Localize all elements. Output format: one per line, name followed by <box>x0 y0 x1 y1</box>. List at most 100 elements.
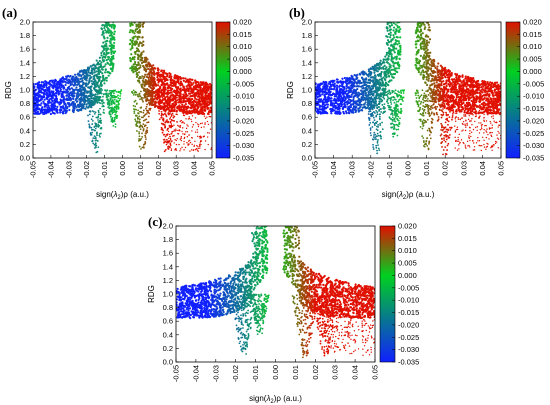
data-point <box>167 121 170 124</box>
data-point <box>183 100 187 103</box>
data-point <box>71 75 74 78</box>
data-point <box>165 143 168 146</box>
data-point <box>417 71 421 74</box>
data-point <box>432 71 435 74</box>
data-point <box>163 123 166 126</box>
data-point <box>90 76 93 79</box>
data-point <box>203 103 206 106</box>
data-point <box>139 64 142 67</box>
data-point <box>433 84 437 87</box>
data-point <box>478 100 481 103</box>
data-point <box>176 99 179 101</box>
data-point <box>336 84 339 87</box>
data-point <box>207 95 210 98</box>
data-point <box>190 78 193 81</box>
x-tick-label: -0.03 <box>64 161 73 178</box>
data-point <box>167 147 169 149</box>
data-point <box>371 87 375 90</box>
data-point <box>165 138 168 141</box>
data-point <box>100 61 103 64</box>
data-point <box>95 151 98 154</box>
data-point <box>33 82 35 86</box>
data-point <box>64 105 67 108</box>
data-point <box>200 143 202 146</box>
data-point <box>184 111 188 114</box>
data-point <box>185 127 188 130</box>
data-point <box>138 132 141 135</box>
data-point <box>88 113 91 116</box>
data-point <box>138 120 141 123</box>
data-point <box>189 141 192 144</box>
data-point <box>110 115 112 118</box>
data-point <box>330 88 333 91</box>
data-point <box>151 78 154 82</box>
data-point <box>90 93 93 95</box>
data-point <box>113 32 116 36</box>
data-point <box>163 91 166 93</box>
data-point <box>149 95 152 98</box>
data-point <box>186 124 188 126</box>
data-point <box>158 112 161 115</box>
data-point <box>200 126 203 129</box>
data-point <box>112 52 116 55</box>
data-point <box>142 40 145 43</box>
data-point <box>485 106 488 109</box>
data-point <box>81 93 84 96</box>
data-point <box>85 99 89 102</box>
data-point <box>197 150 199 152</box>
data-point <box>423 20 425 22</box>
data-point <box>53 80 56 83</box>
data-point <box>149 69 152 72</box>
data-point <box>172 106 175 108</box>
data-point <box>140 147 142 150</box>
data-point <box>170 115 173 117</box>
colorbar-tick-label: -0.010 <box>233 92 254 101</box>
data-point <box>93 77 96 80</box>
data-point <box>141 36 144 39</box>
data-point <box>132 19 134 21</box>
data-point <box>104 71 107 74</box>
data-point <box>186 141 188 144</box>
data-point <box>203 135 206 137</box>
data-point <box>133 112 136 115</box>
data-point <box>115 100 118 103</box>
data-point <box>39 87 42 90</box>
data-point <box>162 69 166 72</box>
data-point <box>136 19 138 21</box>
data-point <box>196 131 199 133</box>
data-point <box>339 90 342 93</box>
data-point <box>392 34 395 37</box>
data-point <box>165 100 167 102</box>
data-point <box>102 76 105 79</box>
data-point <box>170 118 173 121</box>
data-point <box>97 146 100 149</box>
data-point <box>151 66 154 69</box>
data-point <box>455 88 458 91</box>
data-point <box>109 91 112 94</box>
data-point <box>426 44 429 47</box>
data-point <box>109 41 112 45</box>
data-point <box>101 23 105 27</box>
data-point <box>142 111 145 114</box>
data-point <box>76 88 79 92</box>
data-point <box>102 55 105 58</box>
data-point <box>98 68 101 72</box>
data-point <box>38 81 41 84</box>
data-point <box>145 75 149 78</box>
data-point <box>182 112 185 115</box>
data-point <box>142 43 145 47</box>
data-point <box>458 87 461 90</box>
data-point <box>103 59 106 62</box>
data-point <box>173 134 175 137</box>
data-point <box>194 108 197 111</box>
data-point <box>141 25 145 28</box>
data-point <box>98 59 101 63</box>
data-point <box>200 112 204 115</box>
chart-panel-2: 0.00.20.40.60.81.01.21.41.61.82.0-0.05 -0… <box>286 5 544 201</box>
data-point <box>153 91 156 94</box>
data-point <box>148 112 151 115</box>
data-point <box>110 26 113 29</box>
data-point <box>315 97 318 100</box>
data-point <box>113 30 116 33</box>
data-point <box>188 102 191 105</box>
